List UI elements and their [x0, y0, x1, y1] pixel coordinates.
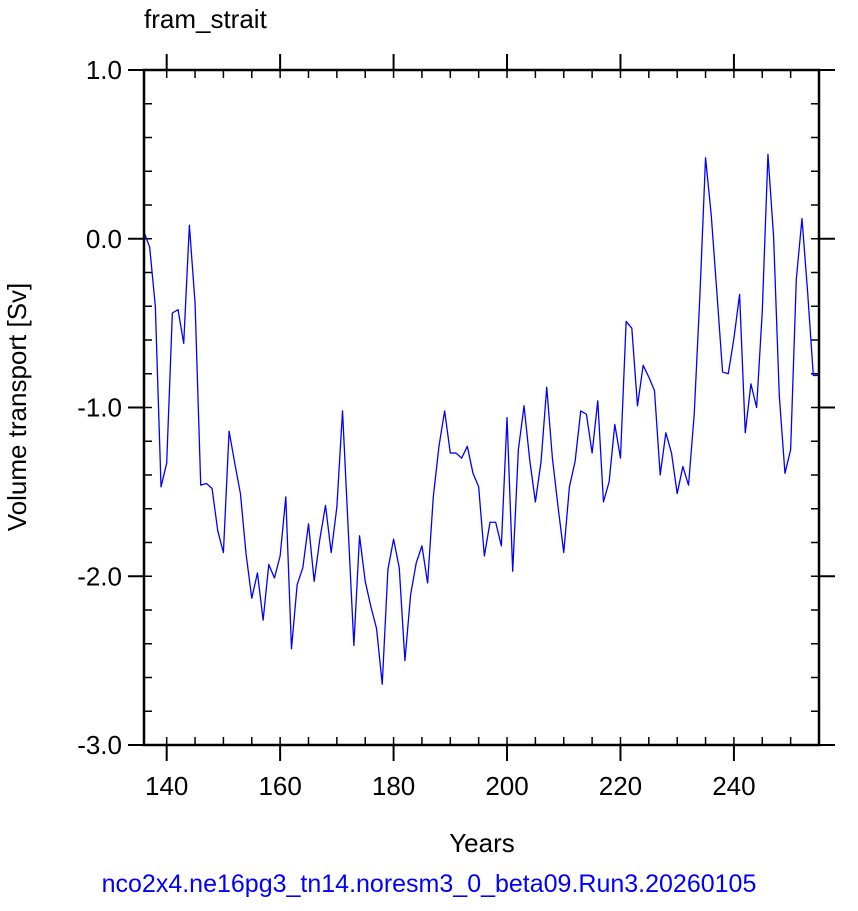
y-axis-tick-labels: 1.0 0.0 -1.0 -2.0 -3.0 [77, 55, 122, 760]
y-axis-label: Volume transport [Sv] [2, 283, 32, 532]
plot-frame [142, 68, 821, 747]
x-axis-label: Years [449, 828, 515, 858]
y-tick-label: -1.0 [77, 393, 122, 423]
x-tick-label: 200 [485, 771, 528, 801]
x-axis-tick-labels: 140 160 180 200 220 240 [145, 771, 756, 801]
x-tick-label: 240 [712, 771, 755, 801]
chart-title: fram_strait [144, 4, 268, 34]
series-line [143, 153, 819, 685]
y-tick-label: 0.0 [86, 224, 122, 254]
y-tick-label: 1.0 [86, 55, 122, 85]
y-axis-ticks [128, 69, 835, 746]
x-axis-ticks [165, 54, 820, 761]
run-caption: nco2x4.ne16pg3_tn14.noresm3_0_beta09.Run… [101, 870, 757, 898]
line-chart: fram_strait Volume transport [Sv] Years … [2, 4, 835, 858]
y-tick-label: -3.0 [77, 730, 122, 760]
y-tick-label: -2.0 [77, 561, 122, 591]
x-tick-label: 140 [145, 771, 188, 801]
x-tick-label: 180 [372, 771, 415, 801]
x-tick-label: 220 [599, 771, 642, 801]
x-tick-label: 160 [258, 771, 301, 801]
